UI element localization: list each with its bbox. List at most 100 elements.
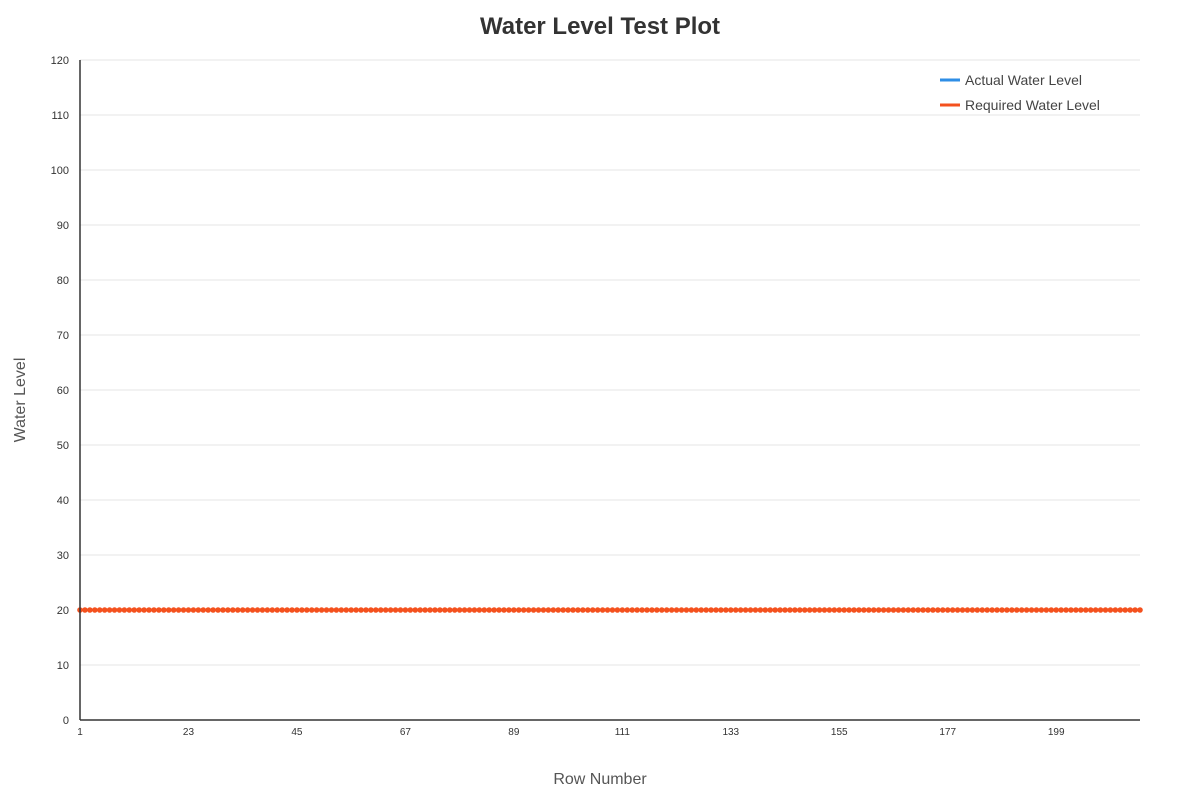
data-point [111, 607, 118, 613]
data-point [540, 607, 547, 613]
data-point [530, 607, 537, 613]
data-point [1073, 607, 1079, 613]
data-point [708, 607, 714, 613]
data-point [1053, 607, 1059, 613]
data-point [925, 607, 931, 613]
data-point [1092, 607, 1099, 613]
data-point [639, 607, 645, 613]
data-point [407, 607, 414, 613]
data-point [846, 607, 852, 613]
data-point [165, 607, 172, 613]
data-point [594, 607, 601, 613]
y-axis-title: Water Level [12, 358, 29, 443]
data-point [382, 607, 389, 613]
data-point [328, 607, 335, 613]
data-point [1122, 607, 1129, 613]
data-point [481, 607, 488, 613]
data-point [939, 607, 946, 613]
data-point [673, 607, 680, 613]
y-tick-label: 50 [57, 440, 69, 452]
data-point [949, 607, 956, 613]
y-tick-label: 40 [57, 495, 69, 507]
data-point [195, 607, 202, 613]
data-point [239, 607, 246, 613]
data-point [402, 607, 409, 613]
y-tick-label: 120 [51, 55, 69, 67]
data-point [1048, 607, 1055, 613]
x-tick-label: 23 [183, 727, 195, 738]
data-point [1097, 607, 1104, 613]
data-point [1102, 607, 1109, 613]
data-point [550, 607, 557, 613]
data-point [279, 607, 285, 613]
data-point [289, 607, 295, 613]
x-axis-ticks: 1 23 45 67 89 111 133 155 177 199 [77, 727, 1065, 738]
data-point [1004, 607, 1010, 613]
legend-item-actual[interactable]: Actual Water Level [940, 72, 1082, 88]
data-point [308, 607, 315, 613]
data-point [446, 607, 453, 613]
data-point [634, 607, 640, 613]
data-point [654, 607, 660, 613]
data-point [377, 607, 384, 613]
data-point [392, 607, 399, 613]
data-point [348, 607, 354, 613]
data-point [1063, 607, 1069, 613]
data-point [116, 607, 123, 613]
data-point [190, 607, 197, 613]
y-tick-label: 10 [57, 660, 69, 672]
data-point [515, 607, 522, 613]
data-point [170, 607, 177, 613]
data-point [870, 607, 877, 613]
data-point [358, 607, 364, 613]
data-point [1107, 607, 1114, 613]
data-point [619, 607, 626, 613]
data-point [1009, 607, 1015, 613]
legend-item-required[interactable]: Required Water Level [940, 97, 1100, 113]
y-tick-label: 70 [57, 330, 69, 342]
legend-label-actual: Actual Water Level [965, 72, 1082, 88]
y-tick-label: 90 [57, 220, 69, 232]
data-point [363, 607, 369, 613]
data-point [496, 607, 502, 613]
data-point [185, 607, 192, 613]
data-point [525, 607, 532, 613]
data-point [1033, 607, 1040, 613]
data-point [560, 607, 566, 613]
data-point [944, 607, 951, 613]
data-point [82, 607, 88, 613]
y-axis-ticks: 0 10 20 30 40 50 60 70 80 90 100 110 120 [51, 55, 69, 727]
data-point [338, 607, 345, 613]
data-point [180, 607, 187, 613]
data-point [545, 607, 552, 613]
data-point [856, 607, 862, 613]
series-group [77, 607, 1143, 613]
y-tick-label: 60 [57, 385, 69, 397]
data-point [200, 607, 207, 613]
data-point [954, 607, 961, 613]
data-point [230, 607, 236, 613]
data-point [476, 607, 483, 613]
data-point [220, 607, 226, 613]
x-tick-label: 45 [291, 727, 303, 738]
data-point [821, 607, 828, 613]
y-tick-label: 100 [51, 165, 69, 177]
data-point [1023, 607, 1030, 613]
data-point [1087, 607, 1094, 613]
y-tick-label: 0 [63, 715, 69, 727]
data-point [284, 607, 290, 613]
data-point [323, 607, 330, 613]
data-point [836, 607, 843, 613]
data-point [466, 607, 473, 613]
grid-lines [80, 59, 1140, 666]
x-tick-label: 133 [722, 727, 739, 738]
data-point [604, 607, 611, 613]
data-point [91, 607, 98, 613]
data-point [614, 607, 621, 613]
chart-title: Water Level Test Plot [480, 13, 720, 40]
data-point [303, 607, 310, 613]
data-point [486, 607, 493, 613]
data-point [520, 607, 527, 613]
data-point [146, 607, 152, 613]
data-point [1028, 607, 1035, 613]
